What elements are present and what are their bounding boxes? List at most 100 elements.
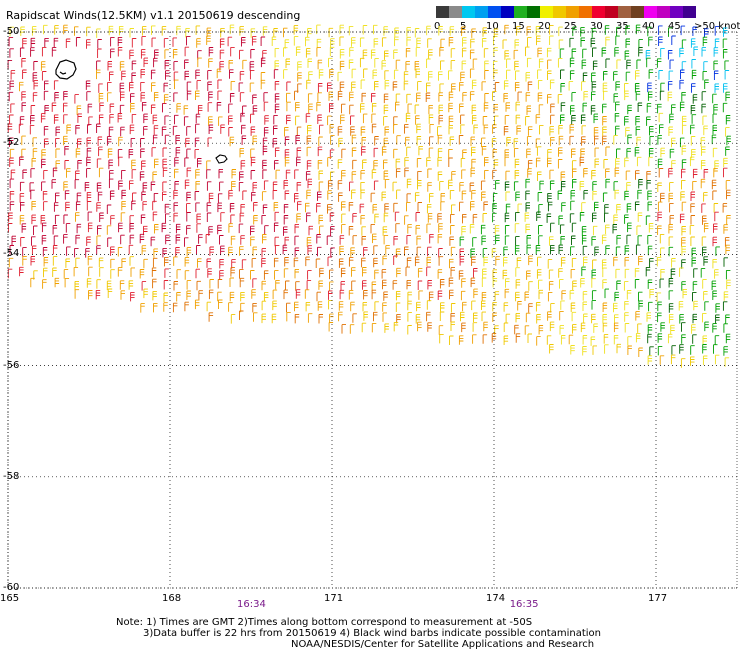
wind-barb: [394, 27, 399, 37]
wind-barb: [647, 355, 653, 365]
wind-barb: [162, 181, 167, 191]
wind-barb: [558, 147, 563, 157]
wind-barb: [516, 26, 521, 36]
wind-barb: [481, 235, 486, 246]
wind-barb: [229, 203, 235, 213]
wind-barb: [701, 103, 706, 114]
wind-barb: [220, 124, 225, 134]
wind-barb: [383, 170, 389, 180]
wind-barb: [438, 325, 444, 335]
wind-barb: [404, 215, 409, 225]
wind-barb: [41, 222, 47, 233]
wind-barb: [393, 49, 398, 59]
wind-barb: [417, 202, 422, 212]
wind-barb: [86, 201, 92, 211]
wind-barb: [218, 299, 223, 309]
wind-barb: [470, 277, 476, 288]
wind-barb: [693, 300, 698, 311]
wind-barb: [231, 259, 236, 269]
wind-barb: [583, 313, 588, 323]
wind-barb: [591, 300, 596, 310]
wind-barb: [560, 83, 565, 93]
wind-barb: [131, 159, 136, 170]
wind-barb: [407, 291, 412, 302]
wind-barb: [572, 26, 577, 37]
wind-barb: [571, 311, 577, 322]
wind-barb: [316, 24, 321, 35]
wind-barb: [602, 116, 607, 126]
wind-barb: [293, 25, 299, 35]
wind-barb: [110, 36, 115, 47]
wind-barb: [65, 38, 71, 48]
wind-barb: [579, 212, 585, 222]
wind-barb: [328, 290, 333, 300]
wind-barb: [580, 37, 585, 47]
wind-barb: [120, 91, 125, 102]
wind-barb: [52, 256, 58, 266]
wind-barb: [449, 26, 455, 36]
wind-barb: [549, 126, 554, 136]
wind-barb: [107, 92, 112, 102]
wind-barb: [669, 215, 674, 225]
wind-barb: [186, 290, 191, 300]
wind-barb: [253, 202, 258, 212]
wind-barb: [208, 226, 213, 236]
wind-barb: [461, 322, 466, 333]
wind-barb: [107, 148, 113, 158]
wind-barb: [669, 59, 674, 70]
wind-barb: [558, 39, 564, 49]
wind-barb: [383, 234, 389, 245]
wind-barb: [722, 102, 728, 113]
wind-barb: [492, 312, 497, 322]
wind-barb: [228, 103, 233, 114]
wind-barb: [415, 68, 420, 79]
wind-barb: [131, 60, 137, 71]
wind-barb: [176, 103, 181, 113]
wind-barb: [416, 92, 421, 103]
wind-barb: [306, 212, 311, 223]
wind-barb: [592, 60, 598, 71]
wind-barb: [668, 313, 674, 324]
wind-barb: [627, 336, 632, 346]
wind-barb: [293, 36, 299, 46]
wind-barb: [592, 181, 597, 191]
wind-barb: [186, 90, 192, 101]
wind-barb: [549, 35, 554, 45]
wind-barb: [492, 202, 497, 213]
wind-barb: [525, 92, 531, 102]
wind-barb: [648, 223, 654, 233]
wind-barb: [657, 312, 662, 323]
wind-barb: [571, 160, 577, 170]
wind-barb: [383, 116, 388, 126]
wind-barb: [601, 234, 607, 245]
wind-barb: [701, 146, 706, 156]
wind-barb: [448, 70, 453, 80]
wind-barb: [406, 234, 411, 245]
wind-barb: [613, 135, 618, 145]
wind-barb: [604, 25, 610, 35]
wind-barb: [459, 201, 464, 212]
wind-barb: [308, 103, 313, 114]
wind-barb: [184, 59, 189, 69]
wind-barb: [119, 280, 125, 290]
wind-barb: [64, 277, 70, 288]
wind-barb: [484, 93, 489, 103]
wind-barb: [538, 58, 544, 69]
wind-barb: [359, 37, 365, 47]
wind-barb: [198, 234, 203, 244]
wind-barb: [152, 200, 157, 211]
wind-barb: [459, 103, 464, 113]
wind-barb: [184, 237, 189, 247]
wind-barb: [393, 148, 398, 159]
wind-barb: [337, 90, 343, 101]
wind-barb: [239, 92, 245, 102]
wind-barb: [307, 245, 312, 255]
wind-barb: [426, 203, 432, 214]
wind-barb: [10, 70, 16, 80]
wind-barb: [260, 36, 266, 46]
latitude-label: -50: [3, 26, 20, 37]
wind-barb: [274, 236, 279, 247]
wind-barb: [251, 36, 257, 46]
wind-barb: [229, 277, 234, 287]
wind-barb: [691, 83, 696, 93]
